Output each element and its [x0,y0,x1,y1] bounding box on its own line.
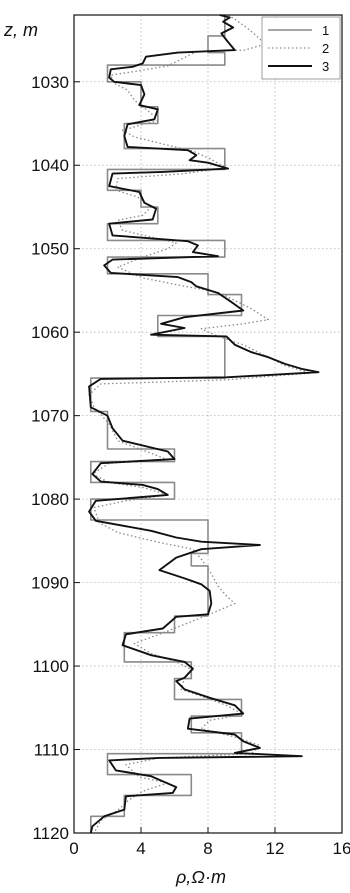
y-tick-label: 1080 [31,490,69,509]
y-tick-label: 1120 [32,824,69,843]
grid-lines [74,15,342,833]
series-line-3 [88,14,320,834]
y-tick-label: 1040 [31,156,69,175]
y-axis-title: z, m [3,20,38,40]
y-tick-labels: 1030 1040 1050 1060 1070 1080 1090 1100 1110 1120 [31,73,69,843]
x-tick-label: 16 [333,839,350,858]
series-line-1 [90,15,243,833]
series-line-2 [88,14,311,834]
y-tick-label: 1100 [32,657,69,676]
x-axis-title: ρ,Ω·m [175,867,226,887]
x-tick-labels: 0 4 8 12 16 [69,839,350,858]
y-tick-label: 1030 [31,73,69,92]
legend-label-2: 2 [322,41,329,56]
x-tick-label: 4 [136,839,145,858]
y-tick-label: 1070 [31,407,69,426]
y-tick-label: 1060 [31,323,69,342]
legend-label-3: 3 [322,59,329,74]
y-tick-label: 1050 [31,240,69,259]
axis-ticks [73,81,343,834]
x-tick-label: 0 [69,839,78,858]
legend: 1 2 3 [261,16,341,80]
data-series [88,14,320,834]
x-tick-label: 8 [203,839,212,858]
y-tick-label: 1110 [34,741,69,760]
y-tick-label: 1090 [31,574,69,593]
x-tick-label: 12 [266,839,285,858]
legend-label-1: 1 [322,23,329,38]
